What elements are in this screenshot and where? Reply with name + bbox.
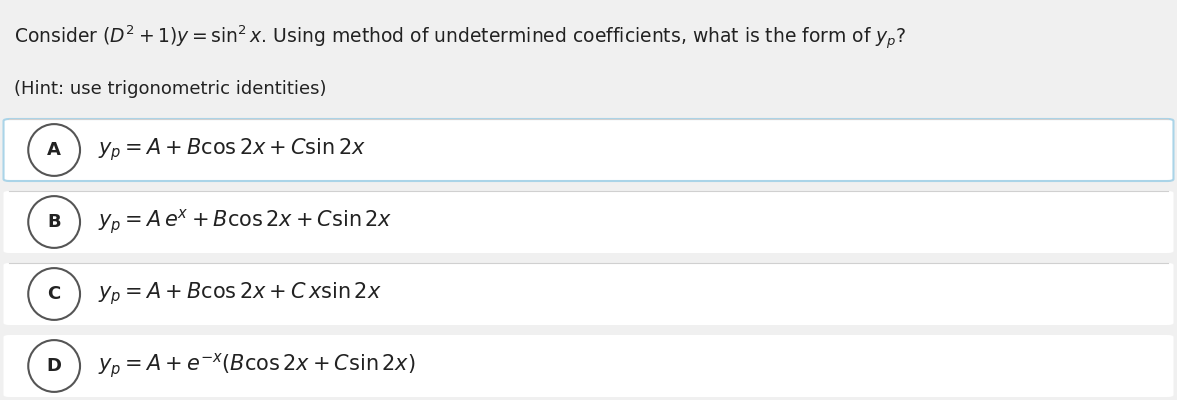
FancyBboxPatch shape bbox=[4, 335, 1173, 397]
Text: $y_p =A\,e^x + B\cos 2x + C\sin 2x$: $y_p =A\,e^x + B\cos 2x + C\sin 2x$ bbox=[98, 208, 392, 236]
Text: Consider $(D^2 + 1)y = \sin^2 x$. Using method of undetermined coefficients, wha: Consider $(D^2 + 1)y = \sin^2 x$. Using … bbox=[14, 24, 906, 52]
FancyBboxPatch shape bbox=[4, 119, 1173, 181]
FancyBboxPatch shape bbox=[4, 263, 1173, 325]
Text: $y_p =A + e^{-x}(B\cos 2x + C\sin 2x)$: $y_p =A + e^{-x}(B\cos 2x + C\sin 2x)$ bbox=[98, 352, 415, 380]
Text: D: D bbox=[47, 357, 61, 375]
Text: C: C bbox=[47, 285, 61, 303]
FancyBboxPatch shape bbox=[4, 191, 1173, 253]
Text: $y_p =A + B\cos 2x + C\,x\sin 2x$: $y_p =A + B\cos 2x + C\,x\sin 2x$ bbox=[98, 281, 381, 307]
FancyBboxPatch shape bbox=[4, 119, 1173, 181]
Text: A: A bbox=[47, 141, 61, 159]
Ellipse shape bbox=[28, 196, 80, 248]
Ellipse shape bbox=[28, 340, 80, 392]
Text: $y_p =A + B\cos 2x + C\sin 2x$: $y_p =A + B\cos 2x + C\sin 2x$ bbox=[98, 137, 366, 163]
Ellipse shape bbox=[28, 268, 80, 320]
Text: B: B bbox=[47, 213, 61, 231]
Text: (Hint: use trigonometric identities): (Hint: use trigonometric identities) bbox=[14, 80, 327, 98]
Ellipse shape bbox=[28, 124, 80, 176]
